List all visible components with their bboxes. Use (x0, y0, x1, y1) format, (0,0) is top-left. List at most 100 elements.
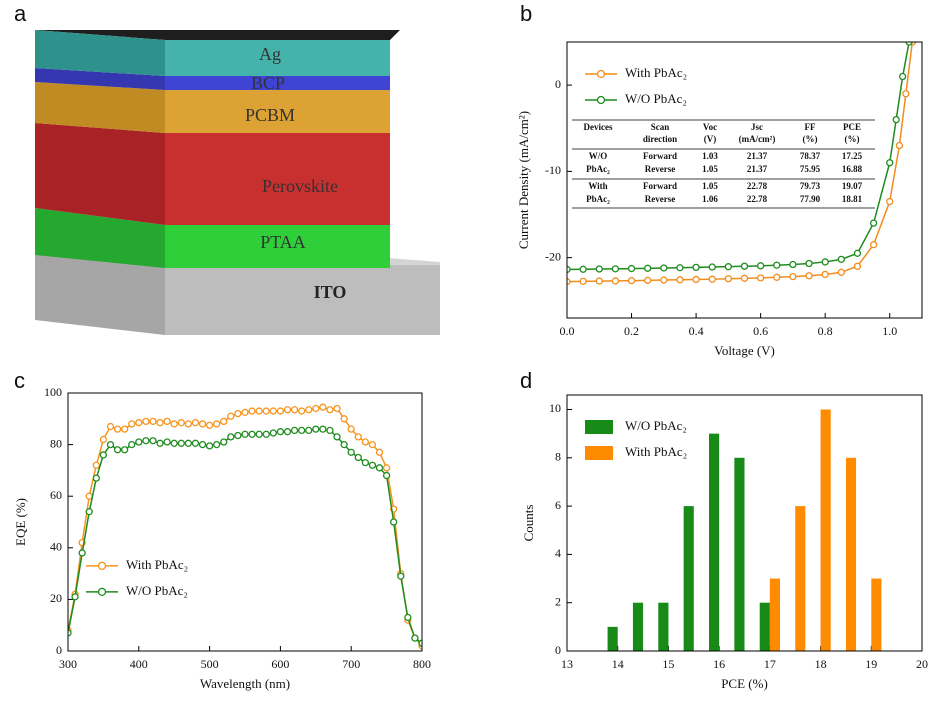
point (853, 262, 862, 270)
point (347, 448, 355, 456)
y-tick-label: 8 (555, 450, 561, 464)
table-cell: 1.06 (702, 194, 718, 204)
point (404, 613, 412, 622)
point (789, 260, 797, 269)
y-tick-label: 20 (50, 591, 62, 605)
point (305, 426, 313, 435)
point (170, 420, 178, 428)
point (326, 426, 334, 435)
point (692, 263, 700, 272)
point (163, 417, 171, 426)
point (756, 274, 765, 282)
x-axis-label: PCE (%) (721, 676, 768, 691)
table: Devices Scan direction Voc (V) Jsc (mA/cm²) FF (… (572, 119, 875, 209)
legend-label: With PbAc₂ (625, 65, 687, 80)
layer-label: BCP (251, 73, 285, 93)
point (886, 197, 894, 206)
bar (607, 626, 618, 651)
point (895, 141, 904, 150)
point (627, 264, 636, 273)
ito-front (165, 265, 440, 335)
point (579, 277, 587, 285)
point (163, 438, 171, 446)
legend-marker (596, 69, 606, 79)
table-cell: 1.05 (702, 164, 718, 174)
point (805, 272, 813, 280)
point (71, 593, 79, 601)
panel-label: d (520, 368, 532, 393)
x-axis-label: Wavelength (nm) (200, 676, 290, 691)
y-tick-label: 6 (555, 498, 561, 512)
point (297, 407, 306, 415)
bcp-front (165, 76, 390, 90)
point (611, 277, 620, 285)
x-tick-label: 16 (713, 657, 725, 671)
point (644, 276, 652, 285)
point (276, 428, 285, 436)
x-tick-label: 17 (764, 657, 776, 671)
point (120, 425, 129, 433)
point (262, 407, 270, 415)
bar (734, 457, 745, 651)
table-header: Jsc (751, 122, 763, 132)
point (234, 409, 242, 418)
table-header: FF (805, 122, 816, 132)
point (312, 425, 320, 433)
point (255, 430, 263, 438)
x-tick-label: 13 (561, 657, 573, 671)
legend-label: W/O PbAc₂ (625, 91, 687, 106)
point (905, 42, 913, 46)
table-cell: 78.37 (800, 151, 821, 161)
bar (632, 602, 644, 651)
point (660, 276, 668, 284)
table-cell: 16.88 (842, 164, 863, 174)
point (892, 115, 900, 124)
x-tick-label: 0.2 (624, 324, 639, 338)
plot-area (68, 403, 422, 650)
legend-marker (97, 561, 107, 571)
point (354, 453, 362, 462)
point (99, 435, 108, 444)
point (99, 451, 108, 459)
point (805, 259, 813, 268)
x-tick-label: 0.6 (753, 324, 768, 338)
table-cell: PbAc₂ (586, 164, 610, 174)
x-tick-label: 15 (662, 657, 674, 671)
chart: 300 400 500 600 700 800 0 20 40 60 80 100 Wavelength… (13, 385, 431, 691)
point (113, 446, 122, 454)
y-tick-label: 2 (555, 594, 561, 608)
series-line (68, 406, 422, 647)
bar (683, 506, 694, 651)
table-cell: Forward (643, 181, 677, 191)
x-tick-label: 400 (130, 657, 148, 671)
y-tick-label: -10 (545, 163, 561, 177)
x-tick-label: 18 (815, 657, 827, 671)
layer-label: ITO (314, 282, 347, 302)
x-tick-label: 19 (865, 657, 877, 671)
point (853, 249, 862, 257)
x-tick-label: 800 (413, 657, 431, 671)
point (85, 508, 93, 516)
point (92, 474, 100, 482)
point (220, 417, 228, 426)
point (397, 572, 405, 580)
legend-swatch (585, 446, 613, 460)
chart: 0.0 0.2 0.4 0.6 0.8 1.0 -20 -10 0 Voltage (V) Curr… (516, 41, 923, 358)
point (262, 430, 270, 438)
chart: 13 14 15 16 17 18 19 20 0 2 4 6 8 10 PCE (%) Counts W/O … (521, 394, 928, 691)
table-header: (%) (803, 134, 818, 144)
x-tick-label: 0.4 (689, 324, 704, 338)
point (708, 263, 716, 271)
y-axis-label: Counts (521, 505, 536, 542)
point (724, 263, 733, 271)
point (361, 459, 370, 467)
point (135, 438, 143, 446)
x-tick-label: 700 (342, 657, 360, 671)
point (92, 461, 100, 469)
table-header: (V) (704, 134, 717, 144)
point (290, 426, 299, 435)
point (382, 464, 391, 472)
device-stack: Ag BCP PCBM Perovskite PTAA ITO (35, 30, 440, 335)
point (418, 639, 422, 647)
y-axis-label: Current Density (mA/cm²) (516, 111, 531, 249)
